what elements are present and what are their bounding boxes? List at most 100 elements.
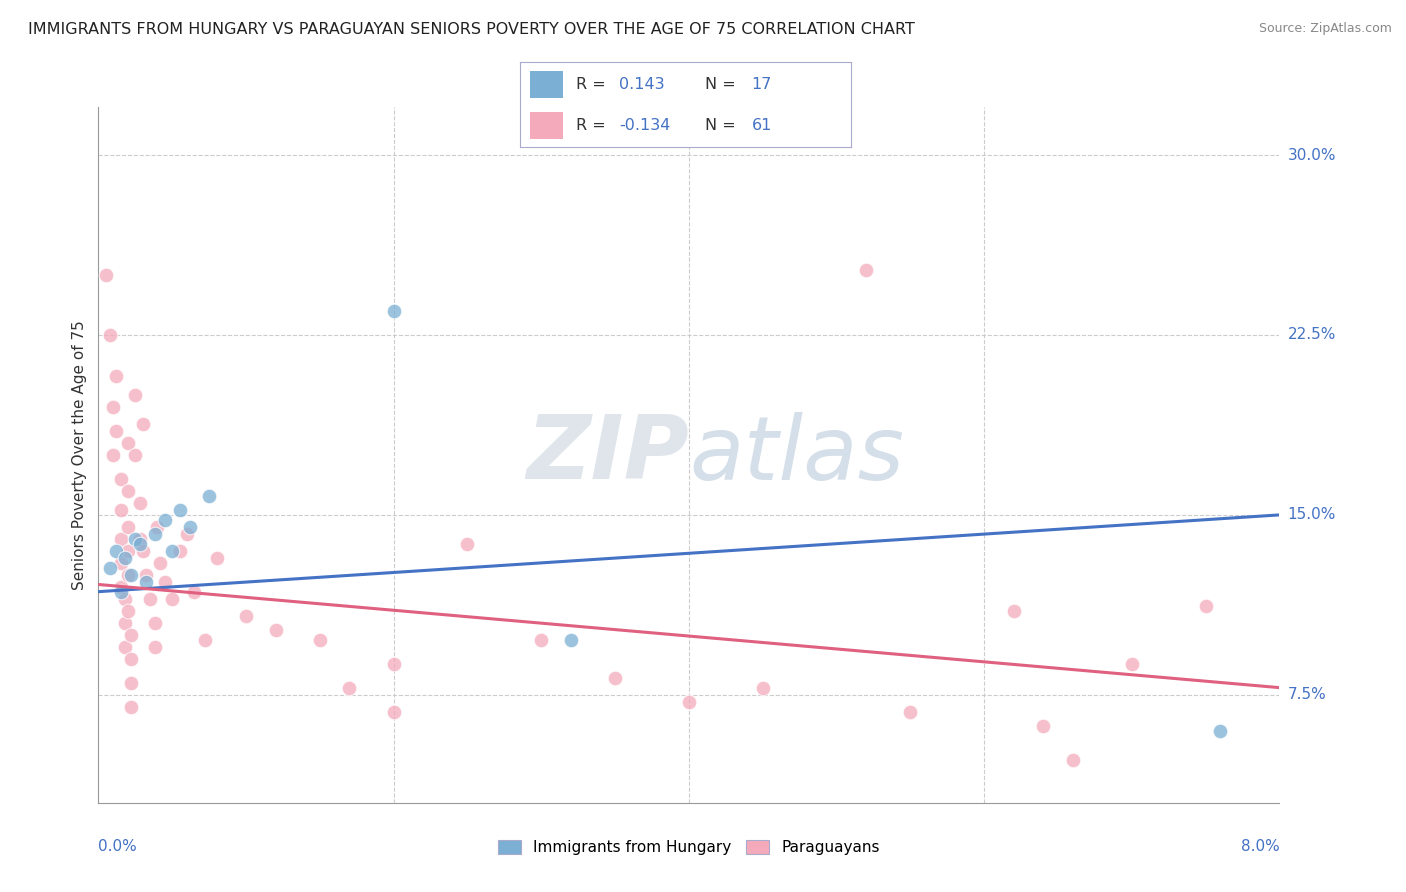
Text: 61: 61 <box>751 118 772 133</box>
Point <box>146 520 169 534</box>
Point <box>117 604 139 618</box>
Point <box>117 567 139 582</box>
Point <box>678 695 700 709</box>
Point <box>176 527 198 541</box>
Legend: Immigrants from Hungary, Paraguayans: Immigrants from Hungary, Paraguayans <box>492 834 886 862</box>
Text: 8.0%: 8.0% <box>1240 838 1279 854</box>
Point <box>382 705 405 719</box>
Point <box>1194 599 1216 613</box>
Point <box>103 448 125 462</box>
Point <box>114 640 136 654</box>
Point <box>153 513 176 527</box>
Point <box>117 436 139 450</box>
Text: 0.143: 0.143 <box>620 77 665 92</box>
Point <box>132 544 155 558</box>
Text: -0.134: -0.134 <box>620 118 671 133</box>
Point <box>530 632 553 647</box>
Point <box>117 483 139 498</box>
Point <box>162 544 183 558</box>
Point <box>235 608 257 623</box>
Point <box>117 520 139 534</box>
Point <box>169 544 191 558</box>
Point <box>120 628 142 642</box>
Point <box>1032 719 1054 733</box>
Point <box>194 632 217 647</box>
Point <box>1062 753 1084 767</box>
Point <box>898 705 921 719</box>
Point <box>114 551 136 566</box>
Point <box>110 556 132 570</box>
Point <box>264 623 287 637</box>
Point <box>143 640 166 654</box>
Point <box>139 591 162 606</box>
Point <box>103 400 125 414</box>
Point <box>169 503 191 517</box>
Point <box>337 681 360 695</box>
Point <box>153 575 176 590</box>
Point <box>98 560 121 574</box>
Text: atlas: atlas <box>689 412 904 498</box>
Text: 0.0%: 0.0% <box>98 838 138 854</box>
Text: N =: N = <box>706 118 741 133</box>
Bar <box>530 71 564 98</box>
Point <box>149 556 172 570</box>
Point <box>105 424 128 438</box>
Point <box>114 591 136 606</box>
Point <box>205 551 228 566</box>
Point <box>114 615 136 630</box>
Point <box>124 388 146 402</box>
Point <box>124 532 146 546</box>
Point <box>120 699 142 714</box>
Point <box>162 591 183 606</box>
Point <box>1002 604 1025 618</box>
Point <box>135 567 157 582</box>
Point <box>751 681 773 695</box>
Text: 15.0%: 15.0% <box>1288 508 1336 523</box>
Point <box>110 503 132 517</box>
Text: R =: R = <box>576 118 612 133</box>
Point <box>560 632 582 647</box>
Text: 30.0%: 30.0% <box>1288 147 1336 162</box>
Point <box>105 368 128 383</box>
Point <box>110 580 132 594</box>
Point <box>605 671 627 685</box>
Point <box>120 567 142 582</box>
Point <box>132 417 155 431</box>
Point <box>308 632 332 647</box>
Point <box>124 448 146 462</box>
Point <box>382 304 405 318</box>
Text: IMMIGRANTS FROM HUNGARY VS PARAGUAYAN SENIORS POVERTY OVER THE AGE OF 75 CORRELA: IMMIGRANTS FROM HUNGARY VS PARAGUAYAN SE… <box>28 22 915 37</box>
Point <box>198 489 221 503</box>
Point <box>1209 723 1232 738</box>
Point <box>117 544 139 558</box>
Point <box>128 496 150 510</box>
Point <box>855 263 877 277</box>
Point <box>143 527 166 541</box>
Point <box>1121 657 1143 671</box>
Point <box>105 544 128 558</box>
Point <box>110 532 132 546</box>
Point <box>179 520 201 534</box>
Point <box>456 537 478 551</box>
Point <box>128 532 150 546</box>
Text: 17: 17 <box>751 77 772 92</box>
Y-axis label: Seniors Poverty Over the Age of 75: Seniors Poverty Over the Age of 75 <box>72 320 87 590</box>
Point <box>382 657 405 671</box>
Text: ZIP: ZIP <box>526 411 689 499</box>
Point <box>183 584 205 599</box>
Point <box>94 268 117 282</box>
Point <box>120 652 142 666</box>
Point <box>98 328 121 343</box>
Point <box>110 472 132 486</box>
Point <box>135 575 157 590</box>
Point <box>143 615 166 630</box>
Point <box>110 584 132 599</box>
Point <box>128 537 150 551</box>
Bar <box>530 112 564 139</box>
Text: Source: ZipAtlas.com: Source: ZipAtlas.com <box>1258 22 1392 36</box>
Text: 7.5%: 7.5% <box>1288 688 1326 702</box>
Text: N =: N = <box>706 77 741 92</box>
Point <box>120 676 142 690</box>
Text: 22.5%: 22.5% <box>1288 327 1336 343</box>
Text: R =: R = <box>576 77 612 92</box>
